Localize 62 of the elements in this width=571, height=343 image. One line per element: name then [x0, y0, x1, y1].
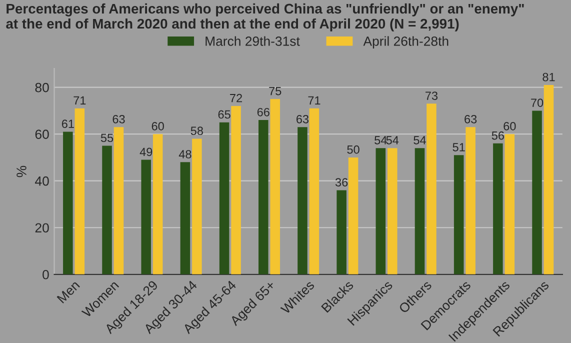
data-label: 36	[335, 178, 348, 186]
x-tick-label: Men	[56, 280, 80, 304]
y-tick-label: 40	[35, 176, 49, 186]
data-label: 66	[257, 108, 270, 116]
bar	[258, 120, 268, 274]
data-label: 60	[152, 122, 164, 130]
data-label: 70	[531, 98, 544, 107]
bar	[63, 132, 73, 274]
bar	[376, 148, 386, 274]
data-label: 50	[347, 145, 360, 154]
bar	[114, 127, 124, 274]
y-tick-label: 20	[35, 223, 49, 233]
bar	[544, 84, 554, 274]
bar	[309, 108, 320, 274]
data-label: 63	[296, 114, 309, 124]
chart-title: Percentages of Americans who perceived China as "unfriendly" or an "enemy" at the end of March 2020 and then at the end of April 2020 (N = 2,991)	[6, 3, 524, 32]
data-label: 72	[230, 94, 242, 102]
data-label: 54	[374, 136, 387, 144]
bar	[336, 190, 346, 274]
data-label: 48	[178, 150, 192, 158]
bar	[74, 108, 85, 274]
data-label: 60	[504, 122, 516, 130]
data-label: 63	[112, 114, 125, 124]
bar	[414, 148, 425, 274]
data-label: 58	[190, 126, 203, 136]
bar	[141, 160, 151, 274]
data-label: 65	[218, 110, 230, 119]
data-label: 73	[426, 92, 438, 100]
data-label: 71	[308, 96, 320, 105]
y-tick-label: 60	[35, 130, 49, 139]
y-tick-label: 0	[42, 270, 49, 280]
bar	[102, 146, 112, 274]
bar	[348, 157, 358, 274]
y-axis-title: %	[16, 166, 26, 178]
bar	[152, 134, 163, 274]
data-label: 63	[464, 114, 477, 124]
data-label: 71	[74, 96, 86, 105]
bar	[532, 110, 542, 274]
bar	[219, 122, 230, 274]
legend-label: March 29th-31st	[206, 36, 300, 46]
data-label: 51	[452, 143, 465, 152]
bar	[298, 127, 308, 274]
bar	[388, 148, 398, 274]
data-label: 75	[269, 87, 282, 96]
bar	[493, 143, 503, 274]
bar	[192, 138, 202, 274]
data-label: 56	[492, 131, 504, 140]
bar	[466, 127, 476, 274]
bar	[270, 99, 280, 274]
bar	[180, 162, 190, 274]
data-label: 81	[542, 72, 555, 82]
bar	[454, 155, 464, 274]
legend-label: April 26th-28th	[363, 36, 448, 48]
bar	[504, 134, 515, 274]
bar	[231, 106, 241, 274]
data-label: 49	[140, 148, 152, 156]
data-label: 54	[386, 136, 399, 144]
data-label: 55	[100, 134, 114, 142]
data-label: 54	[414, 136, 426, 144]
data-label: 61	[62, 120, 74, 128]
y-tick-label: 80	[35, 82, 49, 92]
bar	[426, 104, 436, 274]
